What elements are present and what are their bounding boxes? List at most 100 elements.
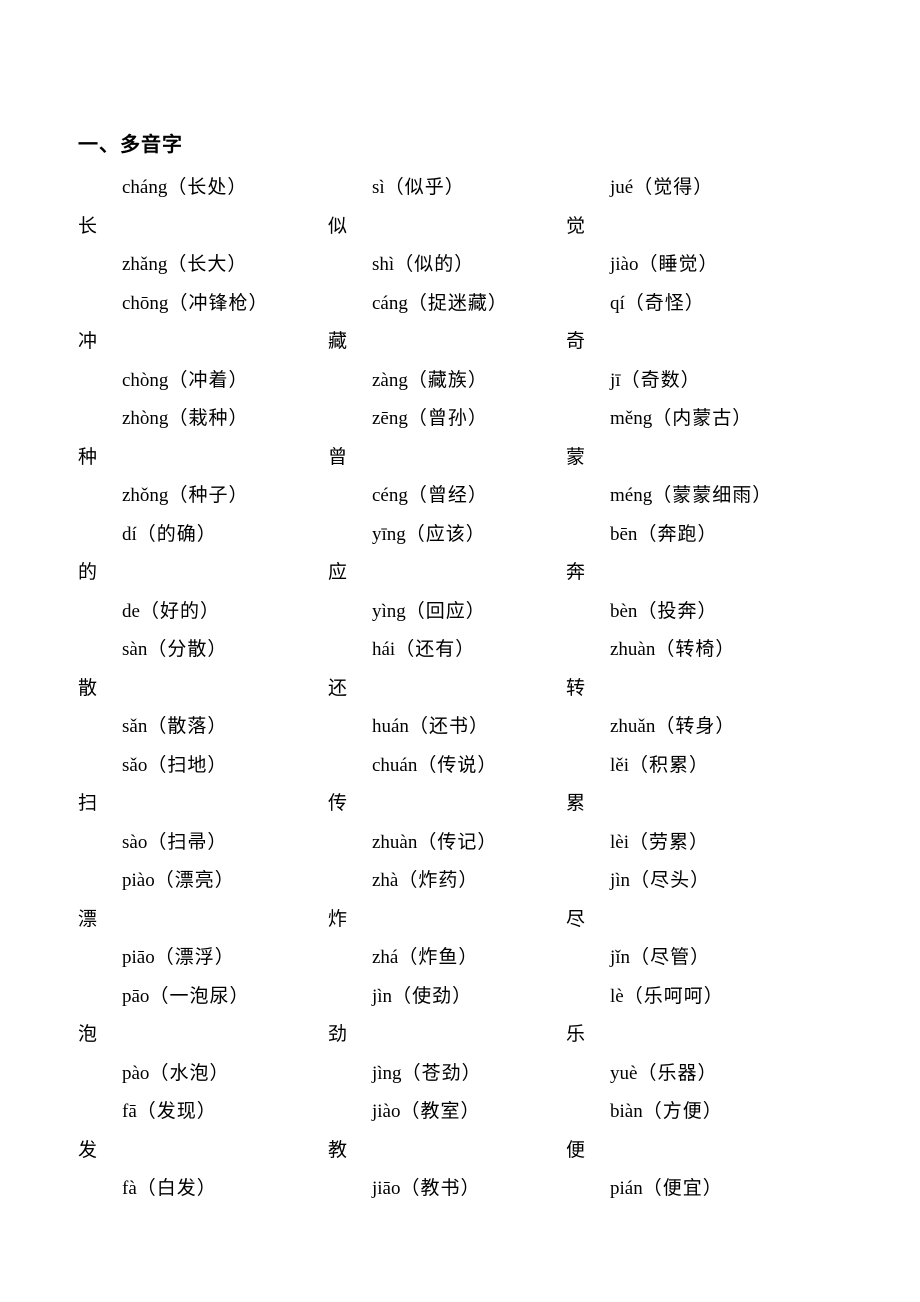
example-word: （奔跑）	[637, 524, 717, 545]
polyphonic-character: 曾	[328, 439, 566, 478]
reading-line: chuán（传说）	[328, 747, 566, 786]
polyphonic-character: 便	[566, 1132, 806, 1171]
section-title: 一、多音字	[78, 128, 842, 157]
example-word: （捉迷藏）	[408, 293, 508, 314]
reading-line: céng（曾经）	[328, 477, 566, 516]
pinyin: pián	[610, 1178, 643, 1199]
pinyin: jìng	[372, 1063, 402, 1084]
pinyin: zhá	[372, 947, 398, 968]
polyphonic-character: 教	[328, 1132, 566, 1171]
polyphonic-character: 藏	[328, 323, 566, 362]
example-word: （教书）	[401, 1178, 481, 1199]
reading-line: zhá（炸鱼）	[328, 939, 566, 978]
polyphonic-character: 应	[328, 554, 566, 593]
reading-line: biàn（方便）	[566, 1093, 806, 1132]
example-word: （扫地）	[147, 755, 227, 776]
example-word: （还书）	[409, 716, 489, 737]
polyphonic-character: 累	[566, 785, 806, 824]
polyphonic-character: 的	[78, 554, 328, 593]
pinyin: jiào	[372, 1101, 401, 1122]
pinyin: lèi	[610, 832, 629, 853]
pinyin: sào	[122, 832, 147, 853]
pinyin: céng	[372, 485, 408, 506]
example-word: （奇数）	[621, 370, 701, 391]
polyphonic-character: 漂	[78, 901, 328, 940]
reading-line: zhǒng（种子）	[78, 477, 328, 516]
pinyin: biàn	[610, 1101, 643, 1122]
example-word: （使劲）	[392, 986, 472, 1007]
pinyin: chuán	[372, 755, 417, 776]
polyphonic-character: 奇	[566, 323, 806, 362]
example-word: （似乎）	[385, 177, 465, 198]
reading-line: sì（似乎）	[328, 169, 566, 208]
example-word: （冲锋枪）	[168, 293, 268, 314]
example-word: （发现）	[137, 1101, 217, 1122]
reading-line: cháng（长处）	[78, 169, 328, 208]
reading-line: lèi（劳累）	[566, 824, 806, 863]
example-word: （积累）	[629, 755, 709, 776]
pinyin: jué	[610, 177, 633, 198]
polyphonic-character: 劲	[328, 1016, 566, 1055]
polyphonic-character: 传	[328, 785, 566, 824]
reading-line: sào（扫帚）	[78, 824, 328, 863]
polyphonic-character: 奔	[566, 554, 806, 593]
polyphonic-character: 还	[328, 670, 566, 709]
reading-line: zhòng（栽种）	[78, 400, 328, 439]
reading-line: piào（漂亮）	[78, 862, 328, 901]
pinyin: de	[122, 601, 140, 622]
example-word: （应该）	[406, 524, 486, 545]
reading-line: fā（发现）	[78, 1093, 328, 1132]
pinyin: jiāo	[372, 1178, 401, 1199]
pinyin: qí	[610, 293, 625, 314]
reading-line: yuè（乐器）	[566, 1055, 806, 1094]
pinyin: jī	[610, 370, 621, 391]
example-word: （长处）	[167, 177, 247, 198]
pinyin: yuè	[610, 1063, 637, 1084]
pinyin: sì	[372, 177, 385, 198]
pinyin: hái	[372, 639, 395, 660]
example-word: （传说）	[417, 755, 497, 776]
polyphonic-character: 散	[78, 670, 328, 709]
pinyin: měng	[610, 408, 652, 429]
column-2: sì（似乎）似shì（似的）cáng（捉迷藏）藏zàng（藏族）zēng（曾孙）…	[328, 169, 566, 1209]
polyphonic-character: 扫	[78, 785, 328, 824]
pinyin: chōng	[122, 293, 168, 314]
polyphonic-character: 尽	[566, 901, 806, 940]
pinyin: piāo	[122, 947, 155, 968]
reading-line: jìng（苍劲）	[328, 1055, 566, 1094]
pinyin: zhòng	[122, 408, 168, 429]
pinyin: sǎo	[122, 755, 147, 776]
reading-line: bèn（投奔）	[566, 593, 806, 632]
example-word: （转身）	[655, 716, 735, 737]
pinyin: méng	[610, 485, 652, 506]
example-word: （内蒙古）	[652, 408, 752, 429]
example-word: （劳累）	[629, 832, 709, 853]
reading-line: dí（的确）	[78, 516, 328, 555]
reading-line: jué（觉得）	[566, 169, 806, 208]
reading-line: sàn（分散）	[78, 631, 328, 670]
example-word: （漂亮）	[155, 870, 235, 891]
reading-line: jī（奇数）	[566, 362, 806, 401]
example-word: （种子）	[168, 485, 248, 506]
pinyin: zàng	[372, 370, 408, 391]
polyphonic-character: 发	[78, 1132, 328, 1171]
example-word: （方便）	[643, 1101, 723, 1122]
column-3: jué（觉得）觉jiào（睡觉）qí（奇怪）奇jī（奇数）měng（内蒙古）蒙m…	[566, 169, 806, 1209]
pinyin: fā	[122, 1101, 137, 1122]
example-word: （还有）	[395, 639, 475, 660]
reading-line: fà（白发）	[78, 1170, 328, 1209]
columns-container: cháng（长处）长zhǎng（长大）chōng（冲锋枪）冲chòng（冲着）z…	[78, 169, 842, 1209]
pinyin: zhuàn	[610, 639, 655, 660]
example-word: （睡觉）	[639, 254, 719, 275]
reading-line: jiāo（教书）	[328, 1170, 566, 1209]
pinyin: yīng	[372, 524, 406, 545]
reading-line: yīng（应该）	[328, 516, 566, 555]
reading-line: de（好的）	[78, 593, 328, 632]
pinyin: bēn	[610, 524, 637, 545]
reading-line: lěi（积累）	[566, 747, 806, 786]
polyphonic-character: 觉	[566, 208, 806, 247]
pinyin: jìn	[372, 986, 392, 1007]
reading-line: chōng（冲锋枪）	[78, 285, 328, 324]
pinyin: dí	[122, 524, 137, 545]
reading-line: zēng（曾孙）	[328, 400, 566, 439]
